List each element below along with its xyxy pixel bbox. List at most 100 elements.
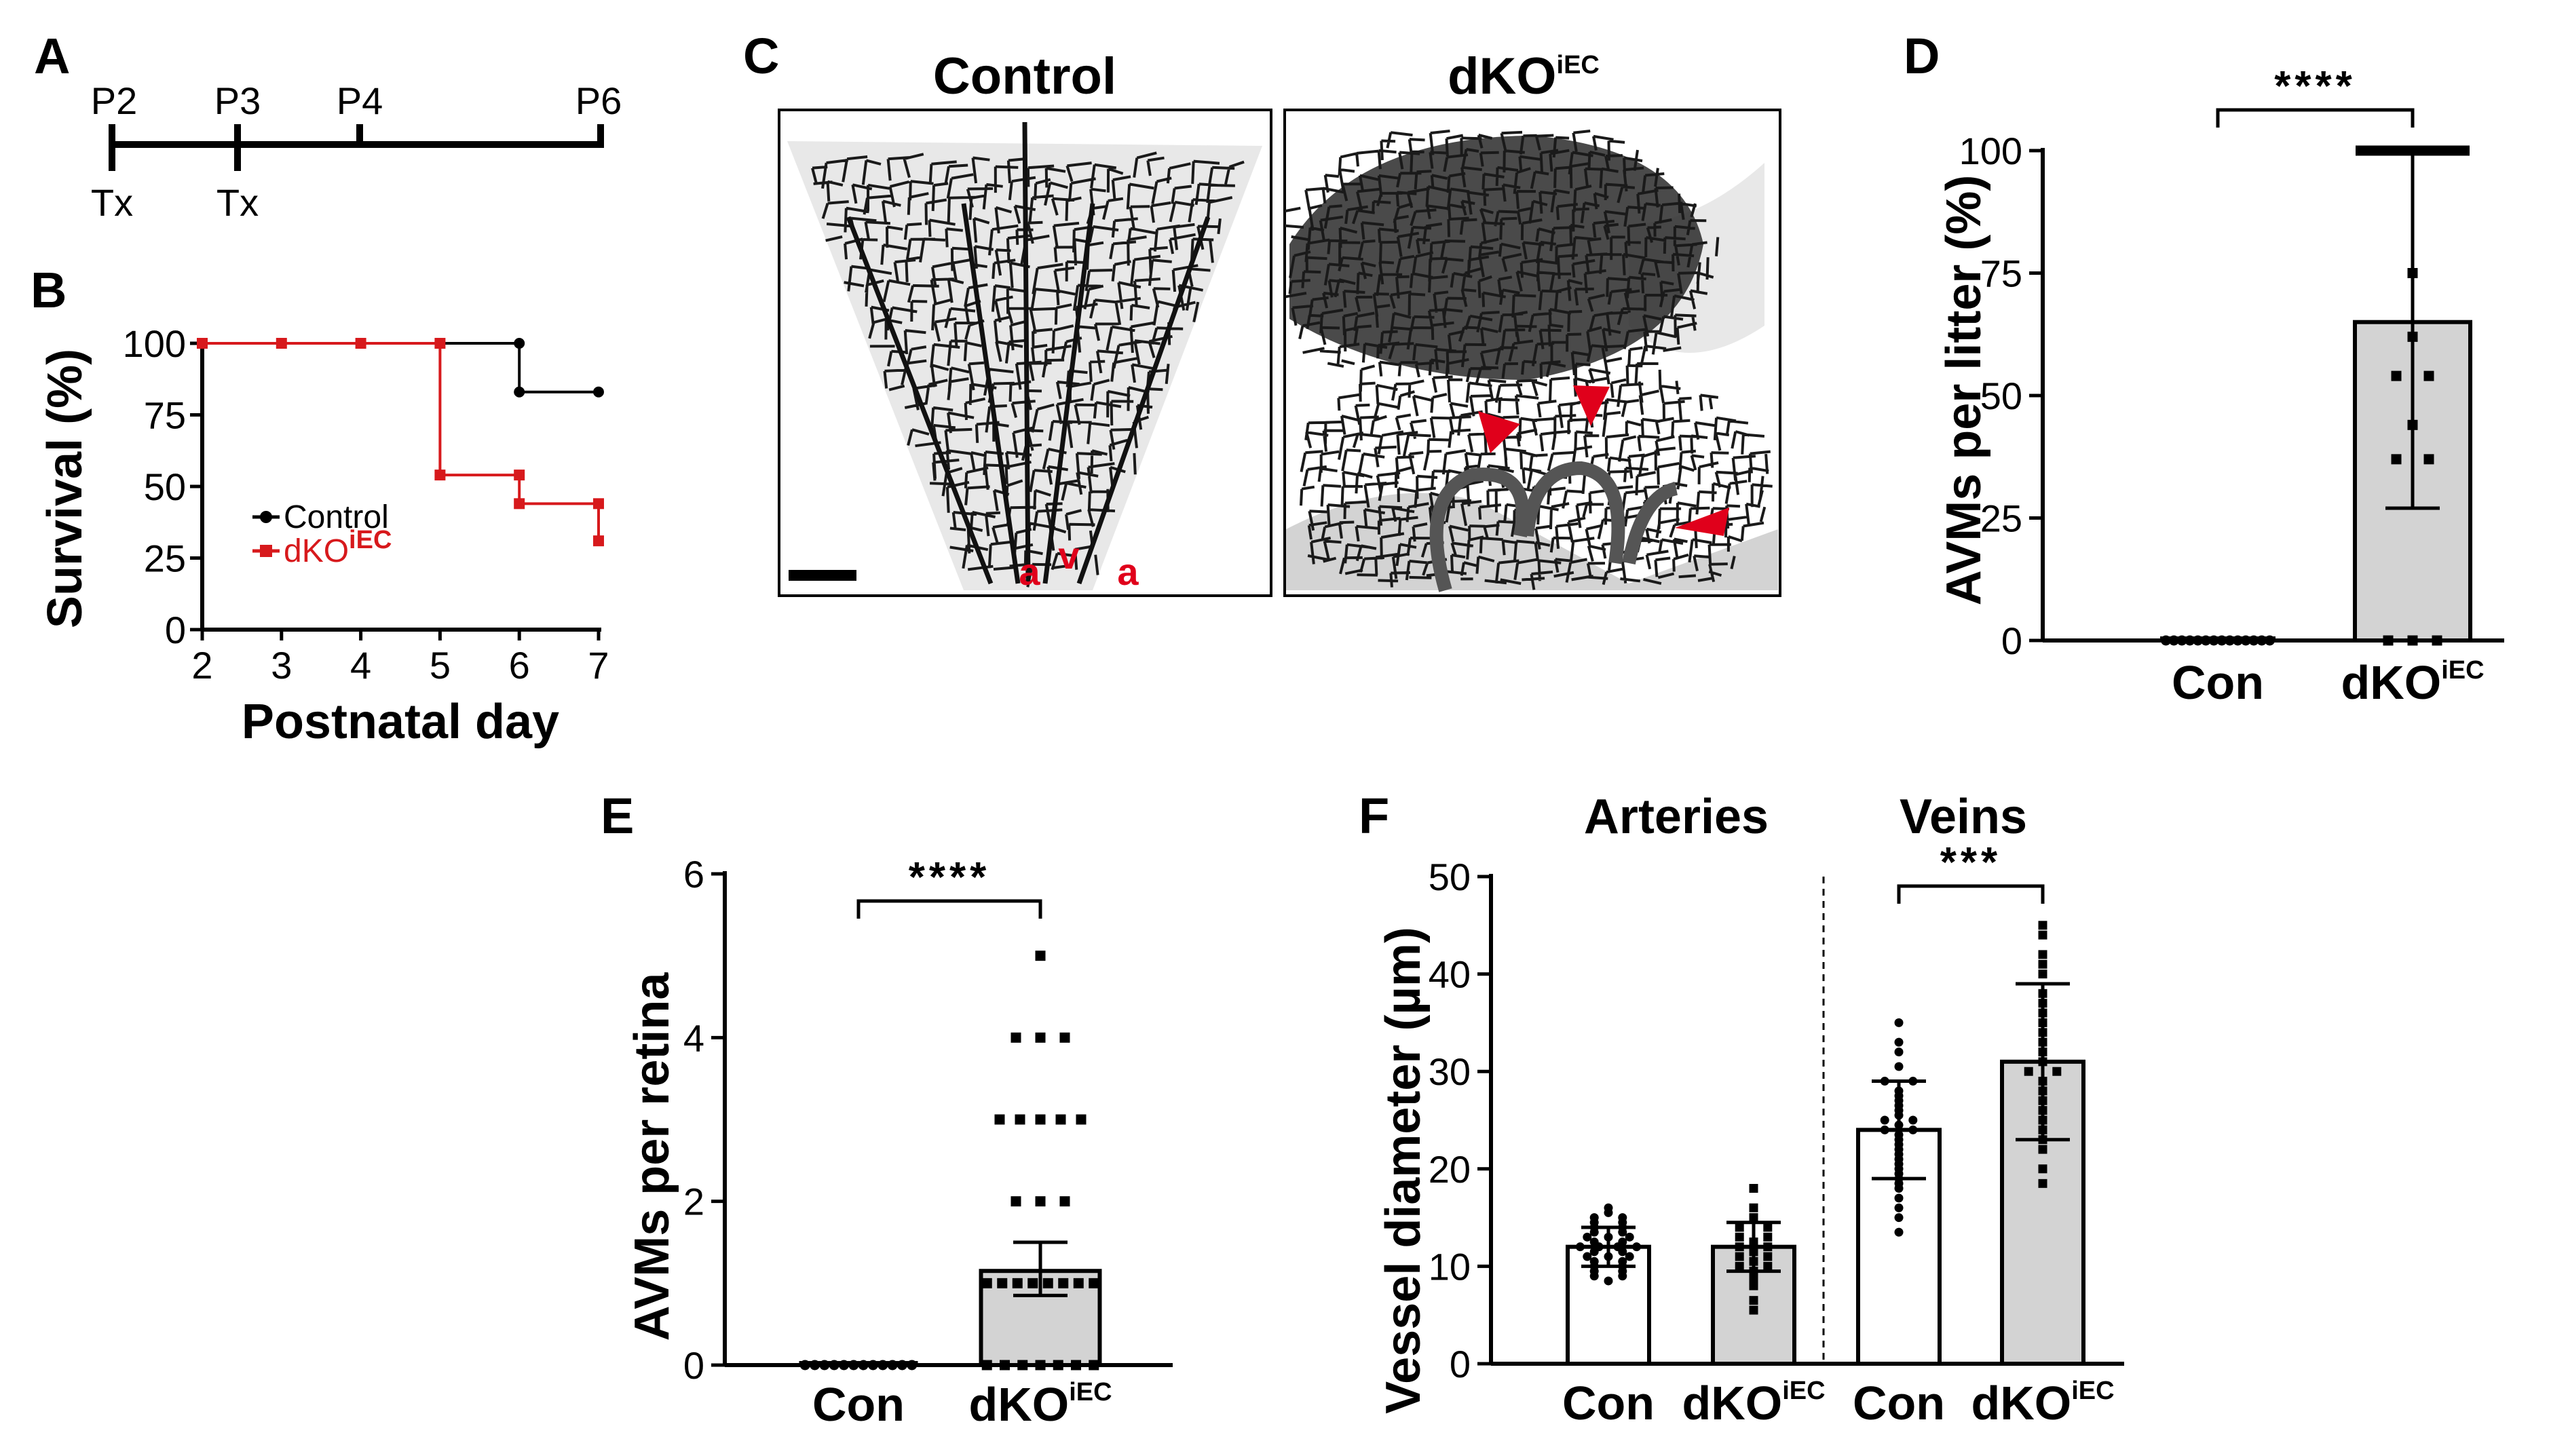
data-point <box>1589 1247 1599 1257</box>
arrowhead-icon <box>1675 507 1729 536</box>
data-point <box>514 338 525 349</box>
data-point <box>2038 1179 2047 1188</box>
data-point <box>1589 1227 1599 1237</box>
data-point <box>2423 370 2434 381</box>
y-tick-label: 0 <box>2001 619 2022 662</box>
data-point <box>1604 1252 1613 1261</box>
image-title-dko: dKOiEC <box>1448 47 1600 105</box>
data-point <box>1583 1232 1592 1242</box>
data-point <box>2432 635 2442 646</box>
data-point <box>1763 1252 1773 1261</box>
arteriovenous-malformation <box>1429 461 1678 592</box>
significance-label: *** <box>1940 839 2001 886</box>
data-point <box>2024 1067 2033 1076</box>
data-point <box>2451 145 2461 156</box>
data-point <box>1880 1077 1889 1086</box>
data-point <box>1894 1120 1904 1130</box>
data-point <box>1763 1223 1773 1232</box>
data-point <box>1017 1360 1028 1371</box>
panel-f-vessel-diameter: F Vessel diameter (µm) Arteries Veins 0 1… <box>1359 788 2124 1430</box>
data-point <box>1749 1203 1758 1212</box>
data-point <box>1735 1261 1744 1271</box>
data-point <box>2038 959 2047 969</box>
data-point <box>1583 1252 1592 1261</box>
y-tick-label: 100 <box>1959 130 2022 172</box>
data-point <box>2407 145 2418 156</box>
data-point <box>981 1360 992 1371</box>
data-point <box>1000 1360 1010 1371</box>
data-point <box>839 1360 850 1371</box>
panel-e-avms-per-retina: E AVMs per retina 0 2 4 6 Con dKOiEC **** <box>601 788 1173 1431</box>
bar-plot: 0 25 50 75 100 Con dKOiEC **** <box>1959 63 2504 709</box>
y-tick-label: 20 <box>1429 1148 1471 1191</box>
data-point <box>2161 635 2171 646</box>
significance-label: **** <box>2274 63 2356 110</box>
data-point <box>1058 1278 1069 1288</box>
x-category-label: Con <box>2172 656 2264 709</box>
data-point <box>1618 1227 1627 1237</box>
data-point <box>2038 999 2047 1008</box>
data-point <box>2407 635 2418 646</box>
data-point <box>2200 635 2211 646</box>
y-tick-label: 0 <box>683 1344 704 1387</box>
bar-plot: 0 10 20 30 40 50 Con dKOiEC Con dKOiEC *** <box>1429 839 2124 1430</box>
y-tick-label: 50 <box>144 465 186 508</box>
data-point <box>1749 1247 1758 1257</box>
y-axis-label: AVMs per litter (%) <box>1937 175 1991 606</box>
data-point <box>819 1360 830 1371</box>
data-point <box>514 498 525 510</box>
data-point <box>1749 1281 1758 1290</box>
y-tick-label: 75 <box>144 394 186 437</box>
data-point <box>1735 1242 1744 1252</box>
vessel-label-vein: v <box>1058 534 1079 577</box>
data-point <box>2398 145 2409 156</box>
data-point <box>1894 1213 1904 1223</box>
data-point <box>197 338 208 349</box>
data-point <box>1894 1062 1904 1071</box>
y-tick-label: 4 <box>683 1016 704 1059</box>
data-point <box>2038 1008 2047 1018</box>
data-point <box>2038 1145 2047 1154</box>
data-point <box>1749 1184 1758 1193</box>
y-tick-label: 50 <box>1429 856 1471 898</box>
data-point <box>1035 1032 1046 1043</box>
x-tick-label: 3 <box>271 644 292 687</box>
data-point <box>1012 1278 1023 1288</box>
data-point <box>2265 635 2275 646</box>
group-title-veins: Veins <box>1900 790 2027 844</box>
data-point <box>1053 1360 1063 1371</box>
data-point <box>2038 921 2047 930</box>
data-point <box>1894 1227 1904 1237</box>
y-tick-label: 10 <box>1429 1245 1471 1288</box>
data-point <box>514 470 525 481</box>
data-point <box>1894 1111 1904 1120</box>
data-point <box>2038 1115 2047 1125</box>
arrowhead-icon <box>1478 411 1520 453</box>
data-point <box>2185 635 2195 646</box>
x-tick-label: 7 <box>588 644 609 687</box>
vessel-label-artery: a <box>1117 550 1139 593</box>
data-point <box>2433 145 2444 156</box>
vessel-segments <box>811 151 1245 588</box>
data-point <box>2038 1057 2047 1067</box>
y-axis-label: AVMs per retina <box>625 972 679 1341</box>
data-point <box>2240 635 2251 646</box>
data-point <box>1011 1196 1021 1207</box>
data-point <box>997 1278 1008 1288</box>
data-point <box>2168 635 2179 646</box>
data-point <box>2038 1086 2047 1096</box>
major-vessels <box>846 121 1211 585</box>
y-tick-label: 0 <box>165 609 186 651</box>
data-point <box>355 338 366 349</box>
data-point <box>1749 1257 1758 1266</box>
data-point <box>1604 1232 1613 1242</box>
data-point <box>1749 1296 1758 1305</box>
timepoint-label: P3 <box>214 79 261 122</box>
data-point <box>981 1278 992 1288</box>
data-point <box>2038 1096 2047 1105</box>
data-point <box>2381 145 2392 156</box>
timepoint-label: P6 <box>575 79 622 122</box>
series-lines <box>197 338 604 547</box>
legend-marker-dko <box>260 545 272 557</box>
